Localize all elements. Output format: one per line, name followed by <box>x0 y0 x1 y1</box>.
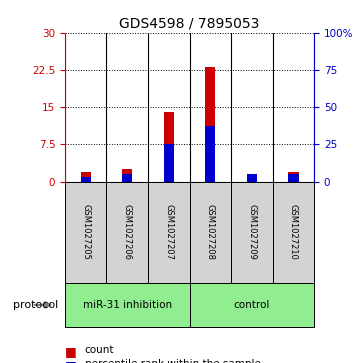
Bar <box>106 182 148 283</box>
Text: count: count <box>85 345 114 355</box>
Bar <box>81 172 91 182</box>
Text: miR-31 inhibition: miR-31 inhibition <box>83 300 172 310</box>
Text: GSM1027210: GSM1027210 <box>289 204 298 260</box>
Bar <box>247 174 257 182</box>
Text: GSM1027208: GSM1027208 <box>206 204 215 260</box>
Text: ■: ■ <box>65 345 77 358</box>
Bar <box>205 126 216 182</box>
Bar <box>231 182 273 283</box>
Bar <box>273 182 314 283</box>
Bar <box>190 283 314 327</box>
Bar <box>288 174 299 182</box>
Text: GSM1027205: GSM1027205 <box>81 204 90 260</box>
Text: percentile rank within the sample: percentile rank within the sample <box>85 359 261 363</box>
Bar <box>288 172 299 182</box>
Bar <box>205 68 216 182</box>
Bar <box>164 112 174 182</box>
Bar <box>122 174 132 182</box>
Bar <box>148 182 190 283</box>
Bar <box>65 283 190 327</box>
Text: GSM1027206: GSM1027206 <box>123 204 132 260</box>
Bar <box>81 176 91 182</box>
Title: GDS4598 / 7895053: GDS4598 / 7895053 <box>119 16 260 30</box>
Bar <box>190 182 231 283</box>
Text: control: control <box>234 300 270 310</box>
Text: GSM1027209: GSM1027209 <box>247 204 256 260</box>
Bar <box>247 176 257 182</box>
Bar <box>164 144 174 182</box>
Text: GSM1027207: GSM1027207 <box>164 204 173 260</box>
Bar <box>65 182 106 283</box>
Text: protocol: protocol <box>13 300 58 310</box>
Text: ■: ■ <box>65 359 77 363</box>
Bar <box>122 169 132 182</box>
